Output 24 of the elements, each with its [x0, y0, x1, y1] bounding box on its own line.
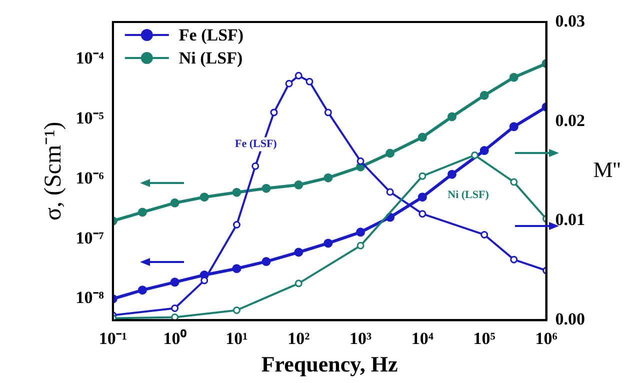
y2-tick-label: 0.00 — [555, 310, 585, 329]
y-tick-label: 10⁻⁸ — [76, 288, 104, 308]
y2-tick-label: 0.03 — [555, 11, 585, 30]
legend-label: Ni (LSF) — [178, 48, 243, 68]
x-tick-label: 10⁶ — [535, 328, 558, 348]
x-tick-label: 10⁻¹ — [98, 328, 127, 348]
y-tick-label: 10⁻⁷ — [76, 228, 104, 248]
x-tick-label: 10⁴ — [411, 328, 434, 348]
y2-axis-title: M'' — [593, 156, 621, 182]
x-axis-title: Frequency, Hz — [261, 351, 398, 376]
y-tick-label: 10⁻⁴ — [76, 48, 104, 68]
x-tick-label: 10⁰ — [163, 328, 186, 348]
annotation: Ni (LSF) — [448, 188, 490, 201]
x-tick-label: 10² — [288, 328, 310, 348]
x-tick-label: 10⁵ — [473, 328, 496, 348]
y-tick-label: 10⁻⁶ — [76, 168, 104, 188]
y-axis-title: σ, (Scm⁻¹) — [40, 122, 67, 220]
y-tick-label: 10⁻⁵ — [76, 108, 104, 128]
y2-tick-label: 0.02 — [555, 110, 585, 130]
y2-tick-label: 0.01 — [555, 210, 585, 230]
legend-label: Fe (LSF) — [178, 25, 244, 44]
x-tick-label: 10³ — [349, 328, 372, 348]
x-tick-label: 10¹ — [226, 328, 248, 348]
annotation: Fe (LSF) — [234, 138, 278, 150]
